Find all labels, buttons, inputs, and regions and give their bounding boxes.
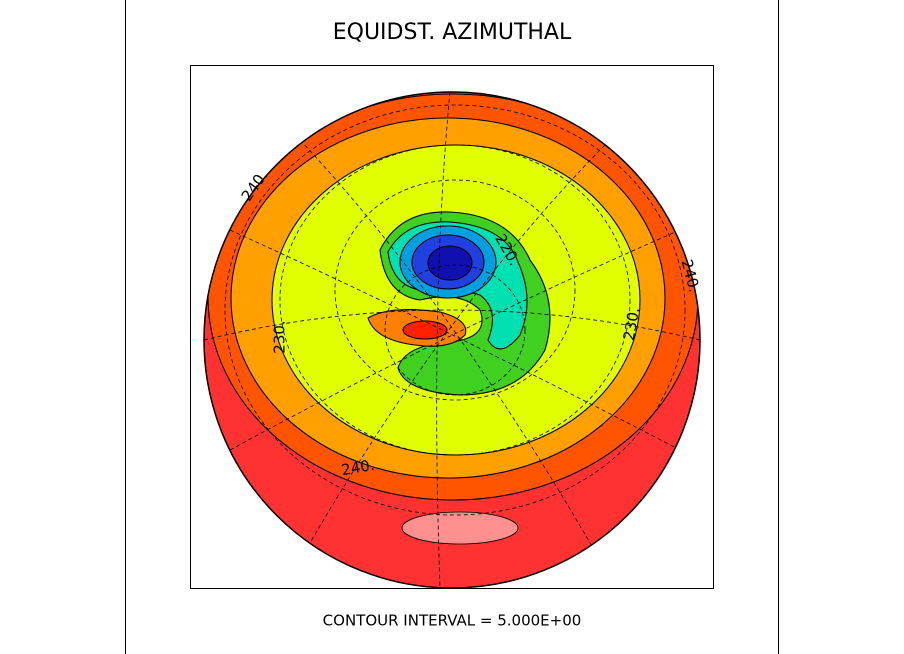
contour-label: 240. <box>340 456 376 480</box>
band-yellow <box>271 144 641 456</box>
globe-outline <box>203 91 701 589</box>
contour-label: 230. <box>620 306 644 342</box>
contour-label: 230. <box>271 320 289 353</box>
red-blob <box>402 320 448 340</box>
pink-blob <box>401 511 519 545</box>
title: EQUIDST. AZIMUTHAL <box>333 20 572 45</box>
footer-text: CONTOUR INTERVAL = 5.000E+00 <box>323 612 582 630</box>
dark-blue-region <box>427 245 473 281</box>
globe <box>204 92 700 588</box>
graticule <box>204 92 700 588</box>
